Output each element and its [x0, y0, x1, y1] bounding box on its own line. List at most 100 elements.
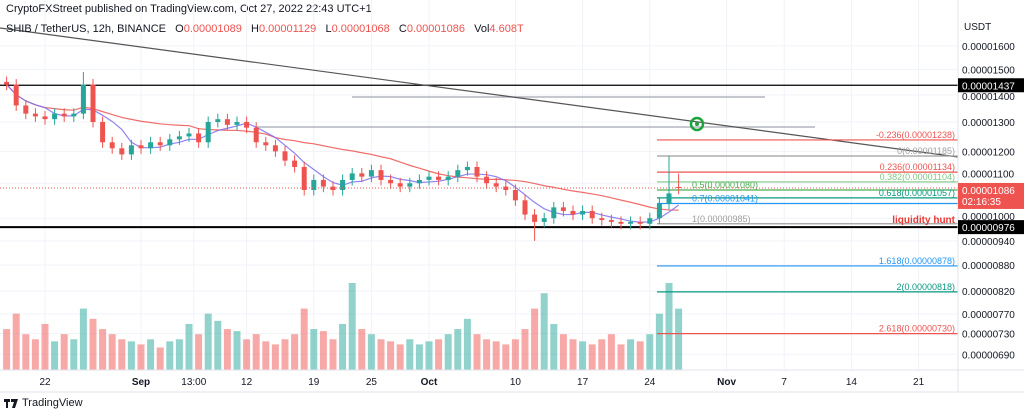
candle-body [368, 170, 374, 177]
volume-bar [367, 334, 375, 370]
fib-level-label: 0.5(0.00001080) [692, 180, 758, 190]
close-value: 0.00001086 [406, 23, 465, 35]
candle-body [397, 183, 403, 187]
fib-level-label: 2.618(0.00000730) [879, 324, 955, 334]
volume-bar [579, 341, 587, 370]
candle-body [215, 119, 221, 122]
volume-bar [79, 308, 87, 370]
volume-bar [156, 347, 164, 370]
fib-level-label: 0.7(0.00001041) [692, 193, 758, 203]
volume-bar [559, 334, 567, 370]
volume-bar [348, 283, 356, 370]
candle-body [541, 218, 547, 222]
high-value: 0.00001129 [258, 23, 317, 35]
candle-body [71, 113, 77, 117]
price-axis-tick: 0.00000730 [962, 330, 1015, 341]
volume-bar [444, 334, 452, 370]
candle-body [618, 221, 624, 224]
time-axis-tick: 12 [241, 377, 253, 388]
volume-bar [300, 308, 308, 370]
candle-body [167, 139, 173, 146]
volume-bar [550, 323, 558, 370]
price-badge [958, 220, 1024, 235]
volume-bar [60, 334, 68, 370]
candle-body [128, 145, 134, 155]
volume-bar [99, 329, 107, 370]
candle-body [474, 166, 480, 177]
candle-body [119, 148, 125, 155]
tradingview-footer[interactable]: TradingView [4, 397, 83, 409]
candle-body [292, 160, 298, 167]
candle-body [176, 136, 182, 140]
volume-bar [22, 334, 30, 370]
trend-line [0, 27, 959, 158]
candle-body [349, 173, 355, 180]
target-circle-icon [689, 116, 705, 132]
volume-bar [415, 344, 423, 370]
price-axis-tick: 0.00001200 [962, 147, 1015, 158]
candle-body [608, 220, 614, 222]
candle-body [560, 207, 566, 211]
candle-body [23, 105, 29, 114]
price-axis-tick: 0.00001000 [962, 212, 1015, 223]
ma-slow-line [6, 84, 679, 211]
candle-body [80, 84, 86, 114]
volume-bar [243, 339, 251, 370]
candle-body [100, 122, 106, 143]
candle-body [455, 170, 461, 177]
time-axis-tick: 21 [913, 377, 925, 388]
price-axis-tick: 0.00000820 [962, 287, 1015, 298]
candle-body [244, 122, 250, 128]
candle-body [109, 142, 115, 149]
volume-bar [118, 339, 126, 370]
price-axis-tick: 0.00001300 [962, 118, 1015, 129]
volume-bar [70, 339, 78, 370]
fib-level-label: -0.236(0.00001238) [876, 130, 955, 140]
fib-level-label: 0(0.00001185) [897, 146, 955, 156]
price-axis-tick: 0.00000690 [962, 350, 1015, 361]
candle-body [493, 183, 499, 187]
candle-body [388, 179, 394, 184]
volume-bar [12, 313, 20, 370]
candle-body [378, 170, 384, 180]
fib-level-label: 1(0.00000985) [692, 214, 751, 224]
candle-body [148, 142, 154, 149]
volume-bar [185, 323, 193, 370]
volume-bar [339, 323, 347, 370]
volume-bar [31, 339, 39, 370]
time-axis-tick: 19 [308, 377, 320, 388]
candle-body [61, 113, 67, 117]
volume-bar [607, 334, 615, 370]
candle-body [196, 133, 202, 143]
time-axis-tick: 14 [846, 377, 858, 388]
symbol-name[interactable]: SHIB / TetherUS, 12h, BINANCE [6, 23, 166, 35]
candle-body [445, 176, 451, 180]
volume-bar [636, 341, 644, 370]
candle-body [301, 166, 307, 190]
volume-bar [492, 341, 500, 370]
fib-level-label: 0.236(0.00001134) [880, 162, 955, 172]
symbol-legend: SHIB / TetherUS, 12h, BINANCE O0.0000108… [6, 23, 524, 35]
volume-bar [271, 344, 279, 370]
candle-countdown: 02:16:35 [962, 197, 1001, 208]
time-axis-tick: 10 [510, 377, 522, 388]
time-axis-tick: 17 [577, 377, 589, 388]
candle-body [320, 179, 326, 187]
volume-bar [665, 283, 673, 370]
candle-body [32, 113, 38, 117]
volume-bar [223, 329, 231, 370]
volume-label: Vol [474, 23, 490, 35]
current-price-label: 0.00001086 [962, 186, 1015, 197]
fib-level-label: 2(0.00000818) [896, 282, 955, 292]
candle-body [42, 116, 48, 120]
candle-body [416, 179, 422, 184]
price-axis-tick: 0.00001500 [962, 66, 1015, 77]
open-value: 0.00001089 [183, 23, 242, 35]
candle-body [570, 210, 576, 215]
candle-body [484, 176, 490, 184]
candle-body [263, 142, 269, 146]
candle-body [359, 173, 365, 177]
low-value: 0.00001068 [331, 23, 390, 35]
volume-bar [281, 339, 289, 370]
